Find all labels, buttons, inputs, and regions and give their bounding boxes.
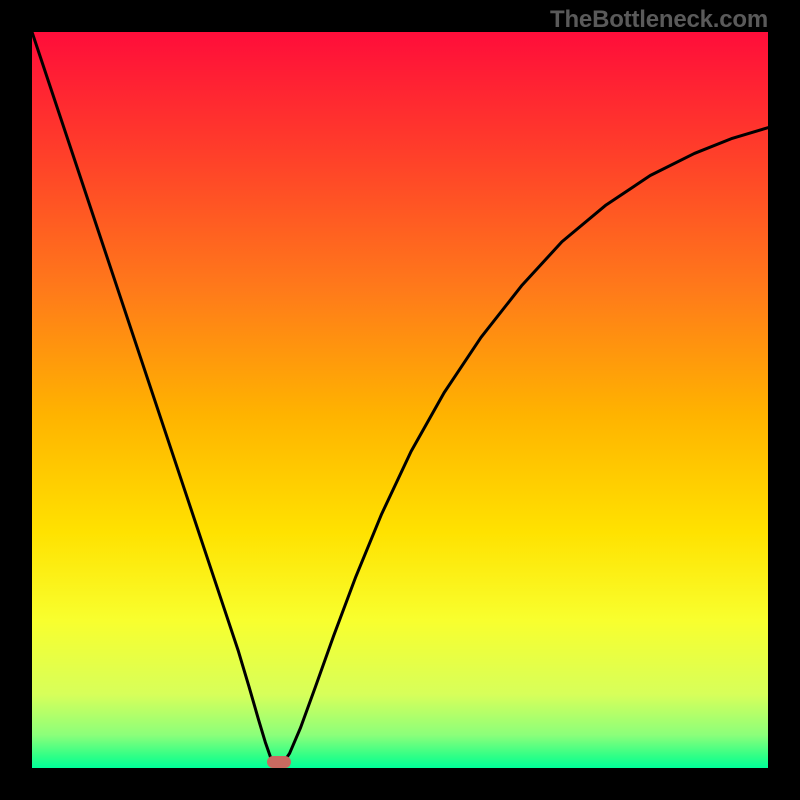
chart-frame: TheBottleneck.com [0,0,800,800]
plot-area [32,32,768,768]
min-marker [267,756,291,768]
watermark-text: TheBottleneck.com [550,6,768,34]
chart-svg [32,32,768,768]
plot-background [32,32,768,768]
